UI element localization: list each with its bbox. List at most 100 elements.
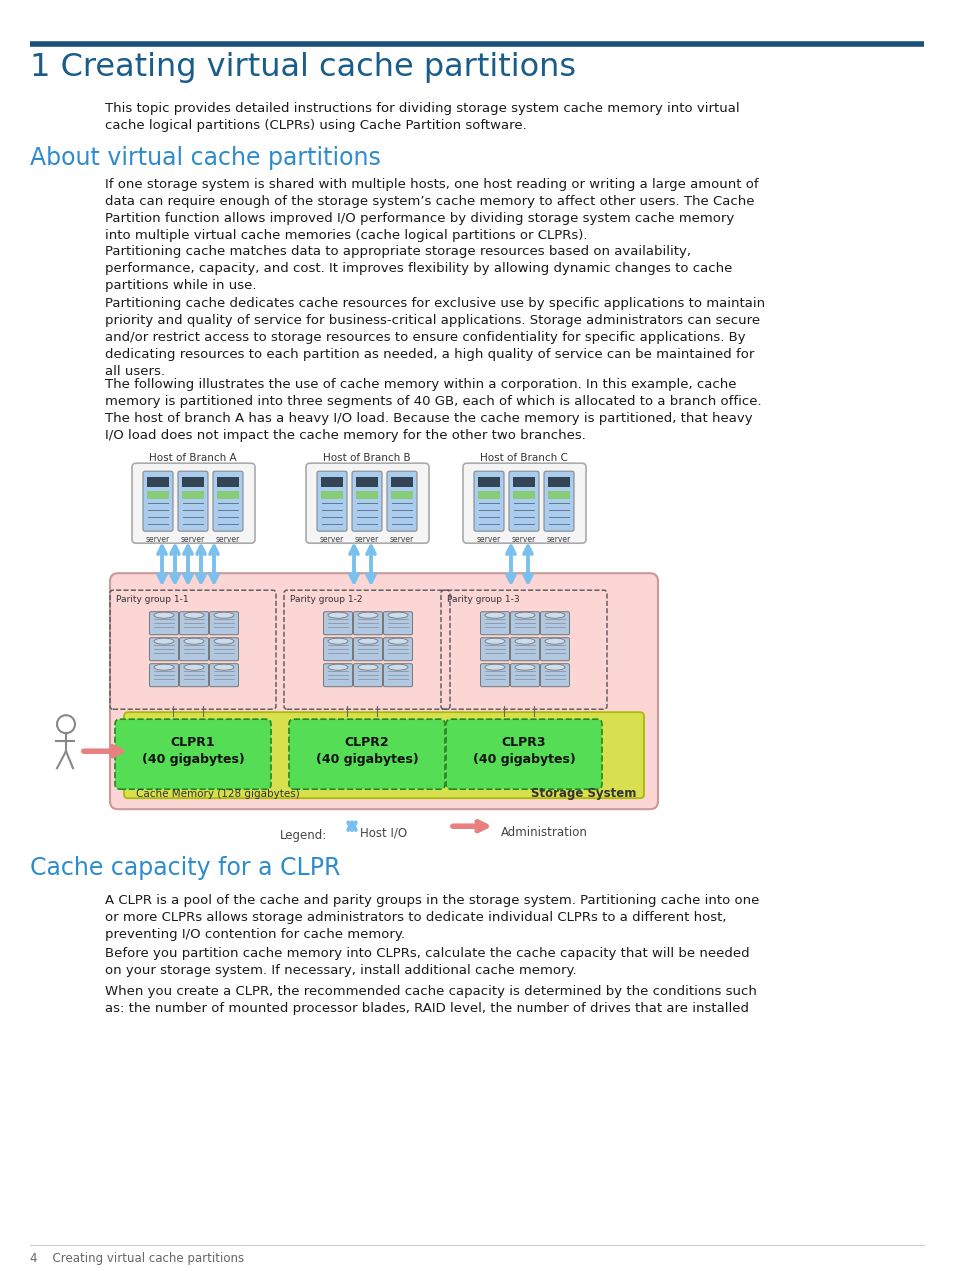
Ellipse shape: [484, 638, 504, 644]
FancyBboxPatch shape: [510, 663, 539, 686]
FancyBboxPatch shape: [510, 611, 539, 634]
Bar: [320, 491, 343, 500]
FancyBboxPatch shape: [446, 719, 601, 789]
FancyBboxPatch shape: [210, 638, 238, 661]
Bar: [513, 477, 535, 487]
FancyBboxPatch shape: [150, 663, 178, 686]
FancyBboxPatch shape: [132, 463, 254, 543]
FancyBboxPatch shape: [150, 611, 178, 634]
FancyBboxPatch shape: [509, 472, 538, 531]
Ellipse shape: [153, 638, 173, 644]
Bar: [547, 477, 569, 487]
Ellipse shape: [184, 665, 204, 670]
FancyBboxPatch shape: [306, 463, 429, 543]
Ellipse shape: [388, 613, 408, 618]
Text: server: server: [390, 535, 414, 544]
Bar: [182, 491, 204, 500]
Bar: [216, 477, 239, 487]
Text: server: server: [319, 535, 344, 544]
Ellipse shape: [328, 665, 348, 670]
Circle shape: [57, 716, 75, 733]
Bar: [147, 491, 169, 500]
Ellipse shape: [515, 638, 535, 644]
Bar: [147, 477, 169, 487]
Text: Parity group 1-3: Parity group 1-3: [447, 595, 519, 604]
FancyBboxPatch shape: [316, 472, 347, 531]
Ellipse shape: [213, 613, 233, 618]
Ellipse shape: [544, 638, 564, 644]
Text: Host of Branch C: Host of Branch C: [479, 454, 567, 463]
Ellipse shape: [388, 665, 408, 670]
FancyBboxPatch shape: [143, 472, 172, 531]
Text: server: server: [546, 535, 571, 544]
Text: server: server: [215, 535, 240, 544]
FancyBboxPatch shape: [387, 472, 416, 531]
Text: Storage System: Storage System: [530, 787, 636, 801]
FancyBboxPatch shape: [383, 663, 412, 686]
Bar: [391, 477, 413, 487]
FancyBboxPatch shape: [480, 663, 509, 686]
Text: The following illustrates the use of cache memory within a corporation. In this : The following illustrates the use of cac…: [105, 379, 760, 442]
Bar: [355, 491, 377, 500]
FancyBboxPatch shape: [354, 663, 382, 686]
Ellipse shape: [515, 613, 535, 618]
Ellipse shape: [544, 665, 564, 670]
FancyBboxPatch shape: [178, 472, 208, 531]
Text: server: server: [476, 535, 500, 544]
Text: 1 Creating virtual cache partitions: 1 Creating virtual cache partitions: [30, 52, 576, 83]
Ellipse shape: [328, 638, 348, 644]
Text: Cache capacity for a CLPR: Cache capacity for a CLPR: [30, 857, 340, 881]
Ellipse shape: [388, 638, 408, 644]
Ellipse shape: [357, 613, 377, 618]
Text: If one storage system is shared with multiple hosts, one host reading or writing: If one storage system is shared with mul…: [105, 178, 758, 241]
Bar: [391, 491, 413, 500]
FancyBboxPatch shape: [474, 472, 503, 531]
Bar: [477, 477, 499, 487]
Ellipse shape: [184, 613, 204, 618]
Text: CLPR2
(40 gigabytes): CLPR2 (40 gigabytes): [315, 736, 418, 766]
Text: Parity group 1-1: Parity group 1-1: [116, 595, 189, 604]
Bar: [355, 477, 377, 487]
FancyBboxPatch shape: [115, 719, 271, 789]
Text: Host of Branch B: Host of Branch B: [323, 454, 411, 463]
Ellipse shape: [484, 665, 504, 670]
Text: Host of Branch A: Host of Branch A: [149, 454, 236, 463]
Ellipse shape: [357, 665, 377, 670]
FancyBboxPatch shape: [150, 638, 178, 661]
Text: A CLPR is a pool of the cache and parity groups in the storage system. Partition: A CLPR is a pool of the cache and parity…: [105, 895, 759, 942]
Text: Administration: Administration: [500, 826, 587, 839]
FancyBboxPatch shape: [124, 712, 643, 798]
Text: server: server: [181, 535, 205, 544]
Text: 4    Creating virtual cache partitions: 4 Creating virtual cache partitions: [30, 1252, 244, 1265]
FancyBboxPatch shape: [462, 463, 585, 543]
Ellipse shape: [153, 665, 173, 670]
FancyBboxPatch shape: [352, 472, 381, 531]
FancyBboxPatch shape: [540, 638, 569, 661]
Text: server: server: [355, 535, 378, 544]
Text: Partitioning cache dedicates cache resources for exclusive use by specific appli: Partitioning cache dedicates cache resou…: [105, 297, 764, 379]
Bar: [547, 491, 569, 500]
FancyBboxPatch shape: [543, 472, 574, 531]
FancyBboxPatch shape: [540, 611, 569, 634]
Text: Parity group 1-2: Parity group 1-2: [290, 595, 362, 604]
Bar: [216, 491, 239, 500]
Text: Legend:: Legend:: [280, 829, 327, 843]
FancyBboxPatch shape: [540, 663, 569, 686]
Ellipse shape: [544, 613, 564, 618]
Text: Partitioning cache matches data to appropriate storage resources based on availa: Partitioning cache matches data to appro…: [105, 245, 732, 292]
Ellipse shape: [357, 638, 377, 644]
Text: When you create a CLPR, the recommended cache capacity is determined by the cond: When you create a CLPR, the recommended …: [105, 985, 756, 1016]
FancyBboxPatch shape: [179, 638, 209, 661]
Text: server: server: [512, 535, 536, 544]
Ellipse shape: [515, 665, 535, 670]
FancyBboxPatch shape: [179, 663, 209, 686]
Text: Before you partition cache memory into CLPRs, calculate the cache capacity that : Before you partition cache memory into C…: [105, 947, 749, 977]
Bar: [513, 491, 535, 500]
FancyBboxPatch shape: [480, 638, 509, 661]
FancyBboxPatch shape: [110, 573, 658, 810]
Text: server: server: [146, 535, 170, 544]
Bar: [320, 477, 343, 487]
Text: CLPR3
(40 gigabytes): CLPR3 (40 gigabytes): [472, 736, 575, 766]
FancyBboxPatch shape: [179, 611, 209, 634]
Text: Host I/O: Host I/O: [359, 826, 407, 839]
